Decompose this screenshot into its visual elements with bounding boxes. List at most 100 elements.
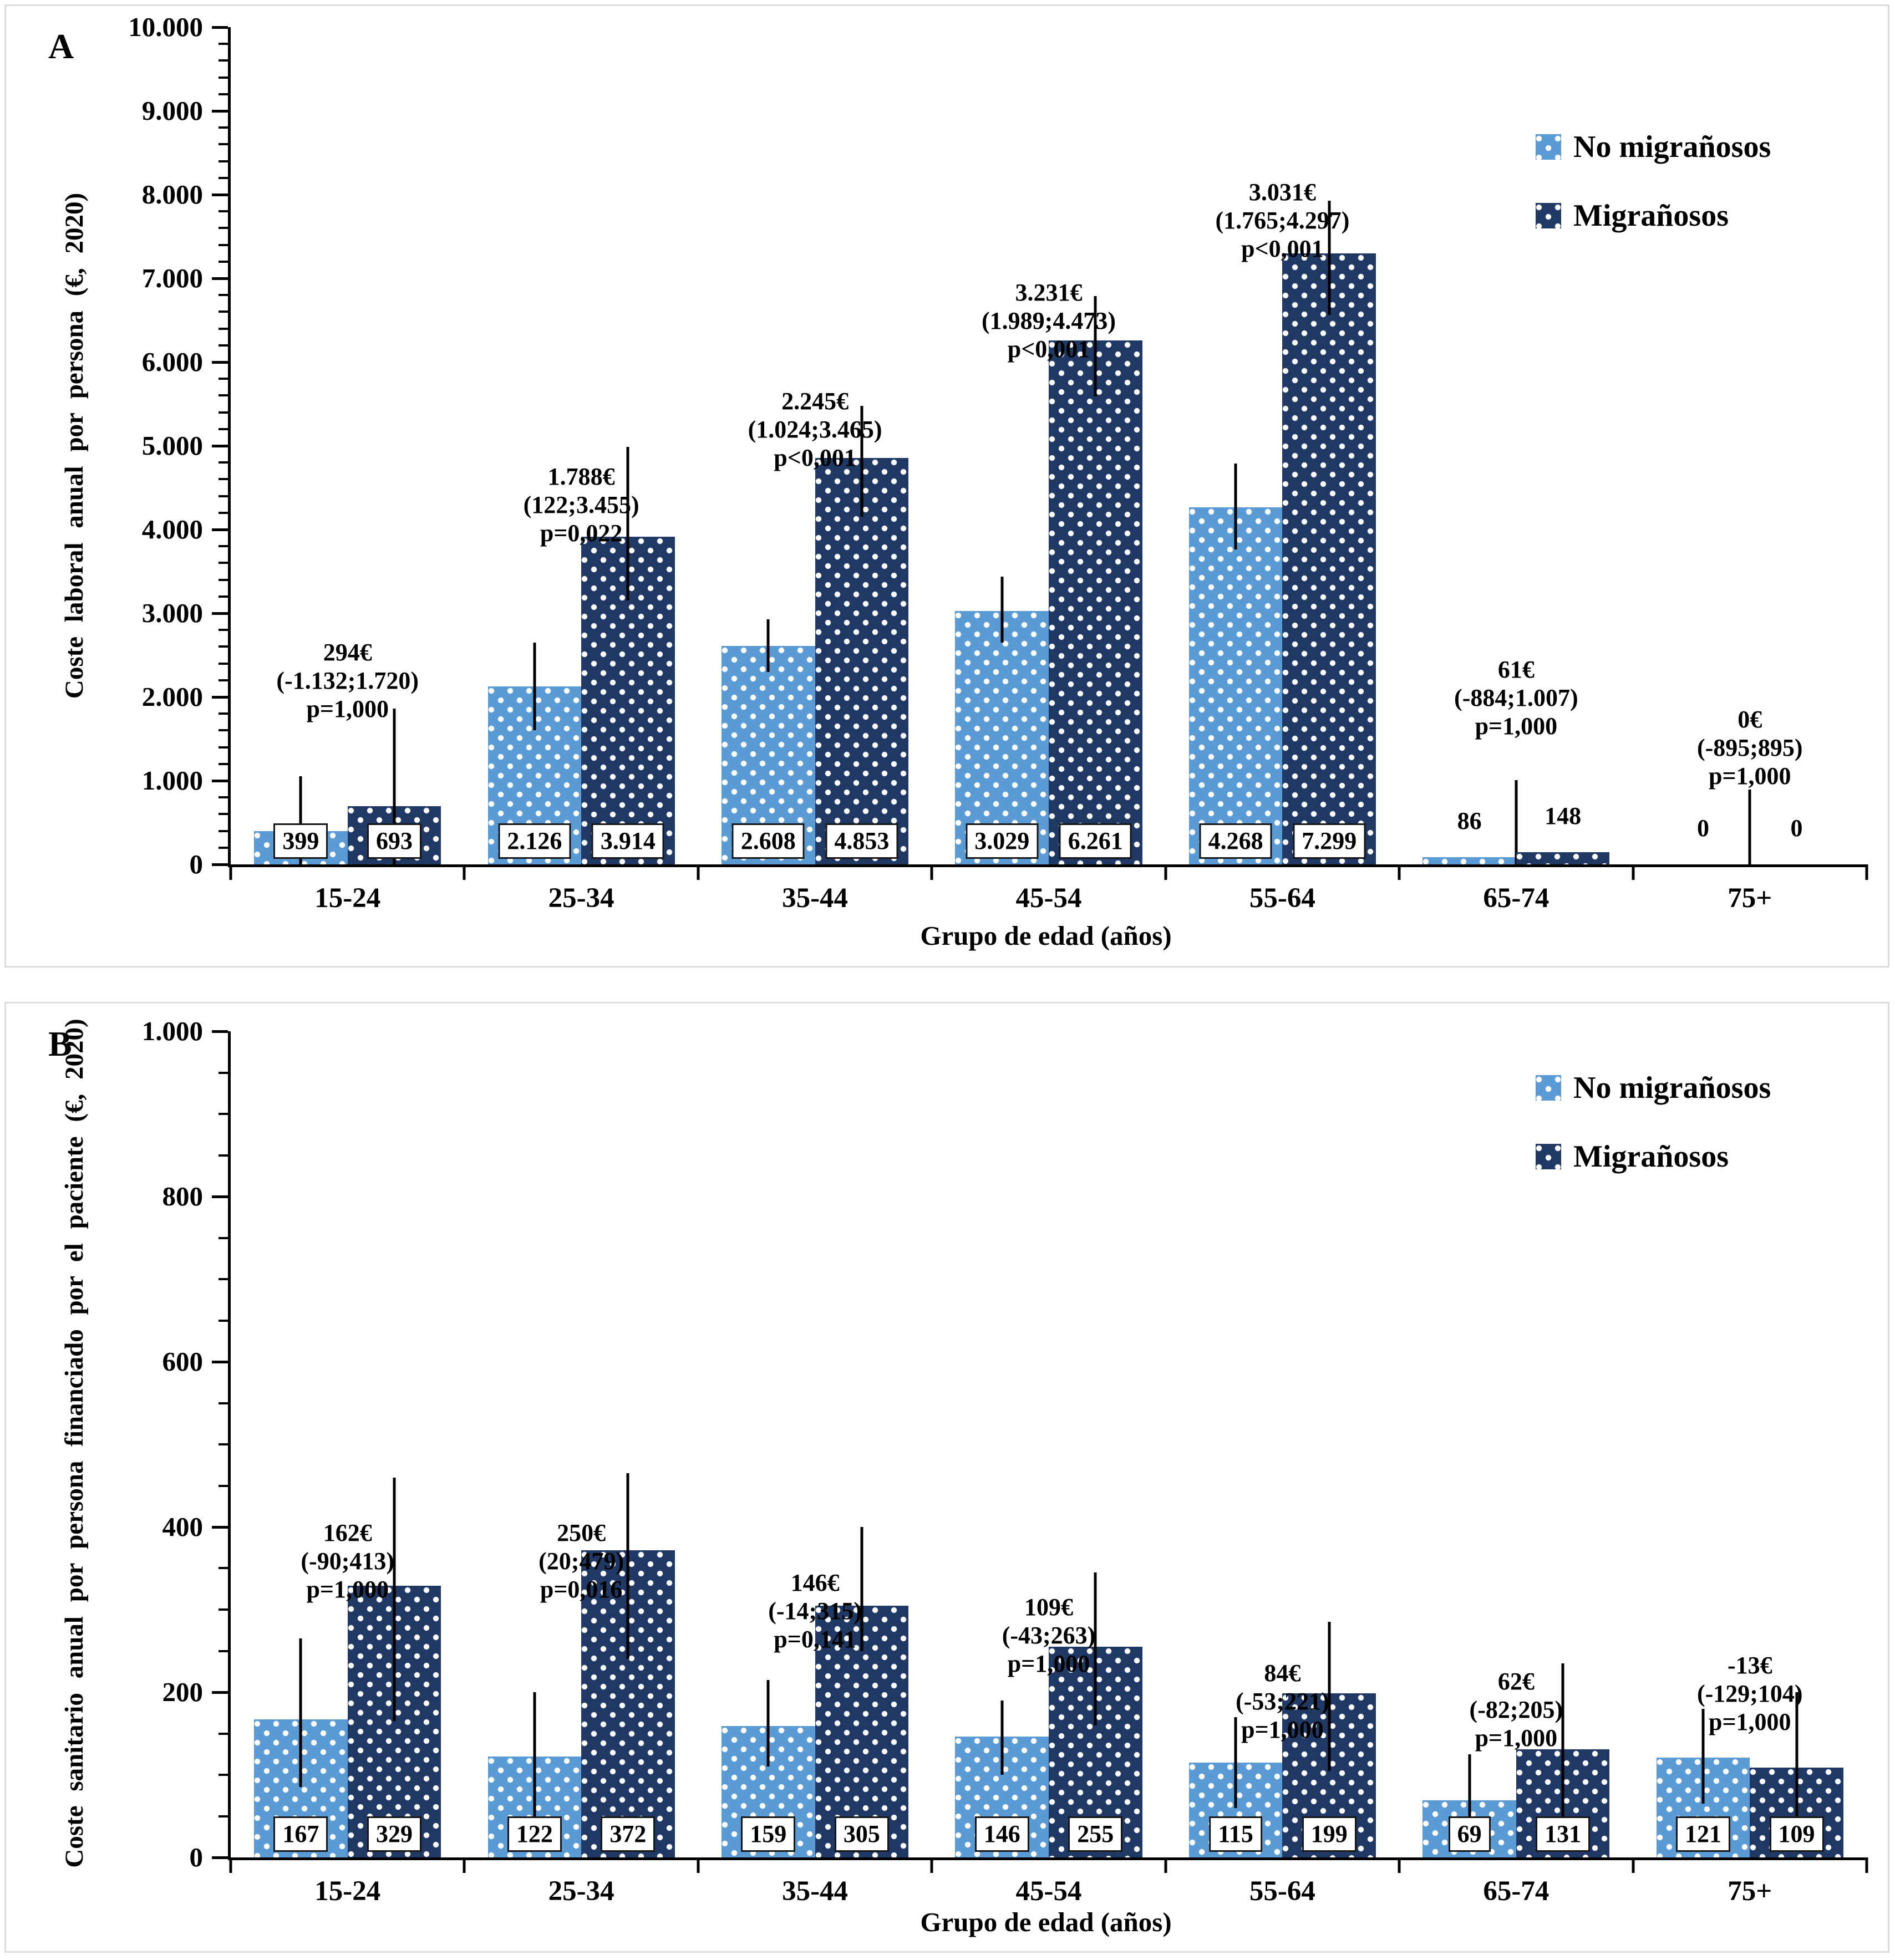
panel-b-legend: No migrañosos Migrañosos bbox=[1536, 1070, 1771, 1174]
panel-b: B Coste sanitario anual por persona fina… bbox=[4, 1002, 1889, 1953]
y-tick-mark bbox=[212, 696, 228, 699]
y-minor-tick-mark bbox=[219, 59, 228, 62]
category-group-45-54: 146 255 109€ (-43;263) p=1,000 45-54 bbox=[932, 1031, 1165, 1907]
y-minor-tick-mark bbox=[219, 378, 228, 380]
category-group-25-34: 122 372 250€ (20;479) p=0,016 25-34 bbox=[464, 1031, 698, 1907]
annotation-p-value: p=1,000 bbox=[306, 1576, 389, 1603]
x-tick-mark bbox=[463, 864, 466, 880]
annotation-difference-value: 3.031€ bbox=[1248, 178, 1316, 206]
category-group-75+: 0 0 0€ (-895;895) p=1,000 75+ bbox=[1633, 27, 1867, 914]
annotation-difference-value: 61€ bbox=[1497, 655, 1535, 683]
error-bar bbox=[1328, 200, 1331, 315]
y-minor-tick-mark bbox=[219, 813, 228, 816]
y-tick-label: 800 bbox=[162, 1181, 204, 1211]
y-tick-mark bbox=[212, 528, 228, 531]
panel-b-label: B bbox=[48, 1024, 72, 1063]
error-bar bbox=[299, 1638, 302, 1788]
y-minor-tick-mark bbox=[219, 1236, 228, 1239]
value-label: 115 bbox=[1209, 1816, 1262, 1852]
annotation-p-value: p<0,001 bbox=[1241, 235, 1324, 262]
annotation-p-value: p=1,000 bbox=[1007, 1650, 1090, 1678]
error-bar bbox=[1000, 1700, 1004, 1775]
x-category-label: 55-64 bbox=[1249, 883, 1315, 914]
y-tick-label: 1.000 bbox=[141, 1016, 203, 1046]
legend-label-migranosos: Migrañosos bbox=[1573, 198, 1729, 233]
y-tick-mark bbox=[212, 1526, 228, 1529]
y-minor-tick-mark bbox=[219, 729, 228, 732]
panel-b-y-axis-title: Coste sanitario anual por persona financ… bbox=[60, 1019, 89, 1868]
annotation-confidence-interval: (-14;315) bbox=[768, 1597, 862, 1625]
x-tick-mark bbox=[1865, 864, 1868, 880]
error-bar bbox=[860, 405, 863, 517]
error-bar bbox=[1094, 296, 1097, 396]
value-label: 86 bbox=[1457, 807, 1482, 835]
y-tick-label: 600 bbox=[162, 1346, 204, 1377]
error-bar bbox=[626, 446, 629, 601]
y-minor-tick-mark bbox=[219, 260, 228, 263]
annotation-difference-value: 162€ bbox=[323, 1519, 372, 1547]
error-bar bbox=[1748, 789, 1751, 864]
y-minor-tick-mark bbox=[219, 762, 228, 765]
error-bar bbox=[626, 1473, 629, 1659]
x-category-label: 15-24 bbox=[314, 1876, 381, 1907]
annotation-p-value: p<0,001 bbox=[1007, 335, 1090, 363]
y-minor-tick-mark bbox=[219, 310, 228, 313]
y-tick-mark bbox=[212, 361, 228, 364]
y-tick-mark bbox=[212, 1030, 228, 1033]
difference-annotation: 62€ (-82;205) p=1,000 bbox=[1364, 1667, 1668, 1752]
value-label: 131 bbox=[1536, 1816, 1591, 1852]
legend-item-migranosos: Migrañosos bbox=[1536, 198, 1771, 233]
y-tick-mark bbox=[212, 194, 228, 196]
difference-annotation: 84€ (-53;221) p=1,000 bbox=[1131, 1659, 1435, 1744]
x-tick-mark bbox=[1632, 1857, 1635, 1873]
x-tick-mark bbox=[1632, 864, 1635, 880]
y-minor-tick-mark bbox=[219, 427, 228, 430]
x-category-label: 25-34 bbox=[548, 883, 614, 914]
bar-no-migranosos bbox=[1188, 507, 1283, 864]
annotation-difference-value: 3.231€ bbox=[1015, 279, 1083, 306]
y-minor-tick-mark bbox=[219, 1815, 228, 1818]
category-group-55-64: 115 199 84€ (-53;221) p=1,000 55-64 bbox=[1166, 1031, 1399, 1907]
x-category-label: 45-54 bbox=[1015, 883, 1082, 914]
y-minor-tick-mark bbox=[219, 495, 228, 497]
annotation-difference-value: 62€ bbox=[1497, 1668, 1535, 1696]
x-tick-mark bbox=[1865, 1857, 1868, 1873]
bar-migranosos bbox=[1516, 852, 1610, 864]
y-minor-tick-mark bbox=[219, 1732, 228, 1735]
value-label: 305 bbox=[834, 1816, 889, 1852]
annotation-confidence-interval: (-884;1.007) bbox=[1454, 684, 1578, 711]
y-minor-tick-mark bbox=[219, 562, 228, 564]
annotation-confidence-interval: (-90;413) bbox=[301, 1547, 395, 1575]
x-tick-mark bbox=[229, 1857, 232, 1873]
annotation-confidence-interval: (1.989;4.473) bbox=[982, 307, 1116, 335]
value-label: 255 bbox=[1068, 1816, 1123, 1852]
annotation-p-value: p=1,000 bbox=[1241, 1716, 1324, 1744]
x-tick-mark bbox=[697, 1857, 700, 1873]
x-category-label: 25-34 bbox=[548, 1876, 614, 1907]
error-bar bbox=[1468, 1754, 1471, 1850]
value-label: 122 bbox=[507, 1816, 562, 1852]
y-minor-tick-mark bbox=[219, 126, 228, 129]
y-minor-tick-mark bbox=[219, 478, 228, 481]
y-tick-label: 2.000 bbox=[141, 681, 203, 712]
value-label: 0 bbox=[1696, 814, 1709, 842]
error-bar bbox=[533, 1692, 536, 1820]
annotation-p-value: p=0,016 bbox=[540, 1576, 623, 1603]
category-group-65-74: 86 148 61€ (-884;1.007) p=1,000 65-74 bbox=[1399, 27, 1633, 914]
annotation-p-value: p=1,000 bbox=[306, 695, 389, 723]
y-tick-mark bbox=[212, 110, 228, 113]
x-tick-mark bbox=[463, 1857, 466, 1873]
y-minor-tick-mark bbox=[219, 846, 228, 849]
x-category-label: 65-74 bbox=[1483, 1876, 1549, 1907]
y-minor-tick-mark bbox=[219, 629, 228, 632]
y-minor-tick-mark bbox=[219, 411, 228, 414]
legend-label-no-migranosos: No migrañosos bbox=[1573, 130, 1771, 164]
bar-migranosos bbox=[1282, 253, 1376, 864]
y-minor-tick-mark bbox=[219, 243, 228, 246]
panel-a: A Coste laboral anual por persona (€, 20… bbox=[4, 4, 1889, 968]
error-bar bbox=[393, 1477, 396, 1722]
y-tick-mark bbox=[212, 26, 228, 29]
legend-item-no-migranosos: No migrañosos bbox=[1536, 1070, 1771, 1106]
difference-annotation: 1.788€ (122;3.455) p=0,022 bbox=[429, 462, 733, 547]
x-tick-mark bbox=[697, 864, 700, 880]
